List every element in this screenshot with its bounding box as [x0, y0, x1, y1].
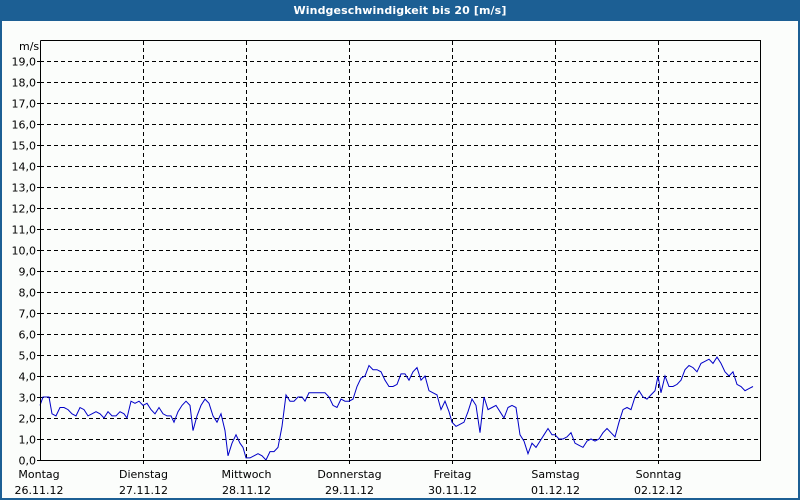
y-tick-label: 12,0 [12, 203, 37, 216]
y-tick-label: 14,0 [12, 161, 37, 174]
x-tick-date-label: 26.11.12 [15, 484, 64, 497]
horizontal-gridlines [37, 61, 760, 461]
x-tick-day-label: Sonntag [636, 468, 682, 481]
y-tick-label: 16,0 [12, 119, 37, 132]
y-axis-unit-label: m/s [19, 40, 39, 53]
x-tick-date-label: 30.11.12 [428, 484, 477, 497]
y-tick-label: 3,0 [19, 392, 37, 405]
x-tick-day-label: Donnerstag [317, 468, 381, 481]
y-tick-label: 10,0 [12, 245, 37, 258]
y-tick-label: 6,0 [19, 329, 37, 342]
x-tick-day-label: Freitag [434, 468, 472, 481]
wind-speed-line [39, 356, 754, 461]
x-tick-date-label: 29.11.12 [325, 484, 374, 497]
x-tick-day-label: Dienstag [119, 468, 168, 481]
y-tick-label: 13,0 [12, 182, 37, 195]
x-tick-date-label: 28.11.12 [222, 484, 271, 497]
x-tick-day-label: Montag [18, 468, 59, 481]
y-tick-label: 18,0 [12, 77, 37, 90]
y-tick-label: 1,0 [19, 434, 37, 447]
y-tick-label: 4,0 [19, 371, 37, 384]
y-tick-label: 9,0 [19, 266, 37, 279]
vertical-gridlines [143, 41, 659, 464]
y-axis-tick-labels: 0,0 1,0 2,0 3,0 4,0 5,0 6,0 7,0 8,0 9,0 10,0 11,0 12… [12, 56, 37, 468]
x-tick-day-label: Mittwoch [222, 468, 272, 481]
x-tick-date-label: 02.12.12 [634, 484, 683, 497]
plot-frame [40, 40, 761, 461]
y-tick-label: 2,0 [19, 413, 37, 426]
y-tick-label: 5,0 [19, 350, 37, 363]
y-tick-label: 8,0 [19, 287, 37, 300]
x-axis-tick-labels: Montag 26.11.12 Dienstag 27.11.12 Mittwoch 28… [15, 468, 683, 497]
y-tick-label: 15,0 [12, 140, 37, 153]
window-title: Windgeschwindigkeit bis 20 [m/s] [293, 4, 507, 17]
y-tick-label: 11,0 [12, 224, 37, 237]
y-tick-label: 19,0 [12, 56, 37, 69]
y-tick-label: 0,0 [19, 455, 37, 468]
x-tick-day-label: Samstag [531, 468, 579, 481]
x-tick-date-label: 27.11.12 [119, 484, 168, 497]
y-tick-label: 7,0 [19, 308, 37, 321]
x-tick-date-label: 01.12.12 [531, 484, 580, 497]
y-tick-label: 17,0 [12, 98, 37, 111]
